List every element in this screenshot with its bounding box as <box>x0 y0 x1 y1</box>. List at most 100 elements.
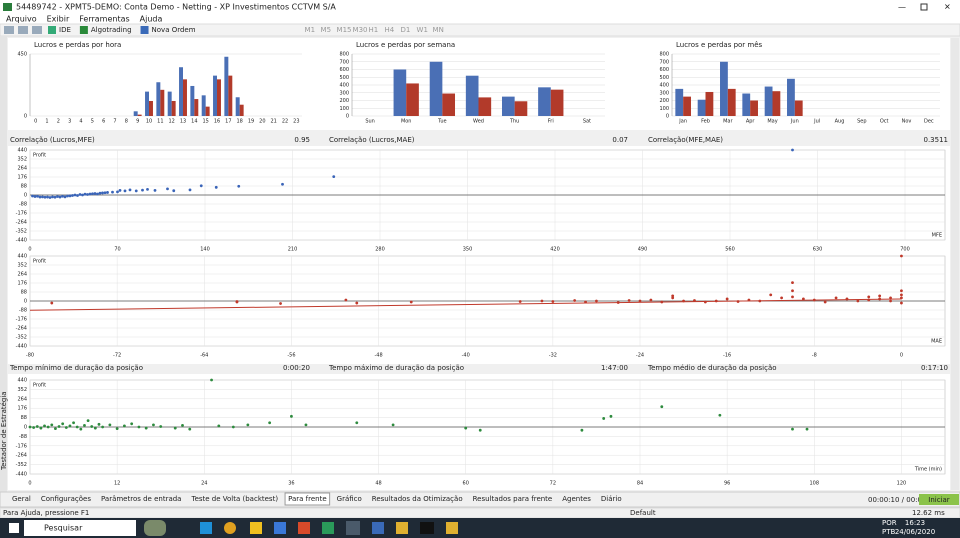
point <box>235 300 239 303</box>
point <box>355 421 359 425</box>
stat-value: 0:17:10 <box>921 364 948 372</box>
x-tick-label: Wed <box>473 119 484 125</box>
point <box>595 299 598 303</box>
scrollbar[interactable] <box>951 38 959 490</box>
x-tick-label: Feb <box>701 119 710 125</box>
tab-label[interactable]: Teste de Volta (backtest) <box>190 495 278 503</box>
timeframe[interactable]: M1 <box>305 26 316 34</box>
tool-icon[interactable] <box>18 26 28 34</box>
tab-label[interactable]: Agentes <box>562 495 591 503</box>
point <box>791 289 794 293</box>
tab[interactable] <box>284 492 331 506</box>
x-tick-label: Oct <box>880 119 889 125</box>
taskbar-icon[interactable] <box>144 520 166 536</box>
y-tick-label: -352 <box>16 335 27 341</box>
start-icon[interactable] <box>9 523 19 533</box>
start-button[interactable] <box>919 494 959 505</box>
bar <box>750 100 758 116</box>
tool-button[interactable]: Algotrading <box>91 26 132 34</box>
search-box[interactable] <box>24 520 136 536</box>
tool-icon[interactable] <box>32 26 42 34</box>
taskbar-icon[interactable] <box>200 522 212 534</box>
search-text[interactable]: Pesquisar <box>44 524 83 533</box>
status-latency: 12.62 ms <box>912 509 945 517</box>
point <box>72 421 75 425</box>
x-tick-label: Mar <box>723 119 733 125</box>
timeframe[interactable]: H1 <box>369 26 379 34</box>
menu-item[interactable]: Arquivo <box>6 15 37 24</box>
bar <box>183 79 187 116</box>
menu-item[interactable]: Ajuda <box>140 15 163 24</box>
bar <box>171 100 176 116</box>
timeframe[interactable]: D1 <box>401 26 411 34</box>
x-tick-label: Sun <box>365 119 375 125</box>
tab-label[interactable]: Para frente <box>288 495 327 503</box>
tab-label[interactable]: Resultados para frente <box>473 495 553 503</box>
tool-button[interactable]: Nova Ordem <box>152 26 196 34</box>
bar <box>228 75 233 116</box>
tab-label[interactable]: Gráfico <box>337 495 362 503</box>
tool-icon[interactable] <box>79 26 88 34</box>
x-tick-label: 18 <box>236 119 242 125</box>
x-tick-label: 2 <box>57 119 60 125</box>
x-tick-label: 20 <box>259 119 265 125</box>
bar <box>217 79 221 116</box>
y-tick-label: -352 <box>16 229 27 235</box>
y-tick-label: 88 <box>21 290 27 296</box>
stat-value: 0:00:20 <box>283 364 310 372</box>
point <box>31 194 34 198</box>
bar <box>727 88 736 116</box>
taskbar-icon[interactable] <box>396 522 408 534</box>
tool-button[interactable]: IDE <box>59 26 71 34</box>
status-help: Para Ajuda, pressione F1 <box>3 509 89 517</box>
taskbar-icon[interactable] <box>298 522 310 534</box>
x-tick-label: 350 <box>463 247 473 253</box>
taskbar-icon[interactable] <box>346 521 360 535</box>
taskbar-icon[interactable] <box>446 522 458 534</box>
tab-label[interactable]: Parâmetros de entrada <box>101 495 181 503</box>
timeframe[interactable]: M15 <box>337 26 352 34</box>
tool-icon[interactable] <box>140 26 149 34</box>
bar <box>429 61 443 116</box>
chart-title: Lucros e perdas por mês <box>676 41 763 49</box>
point <box>540 299 544 303</box>
point <box>217 424 221 428</box>
point <box>638 299 642 303</box>
x-axis-label: Time (min) <box>914 467 942 473</box>
timeframe[interactable]: W1 <box>417 26 428 34</box>
minimize[interactable]: — <box>898 3 906 12</box>
timeframe[interactable]: M30 <box>353 26 368 34</box>
x-tick-label: Apr <box>746 119 756 125</box>
timeframe[interactable]: M5 <box>321 26 332 34</box>
tab-label[interactable]: Diário <box>601 495 622 503</box>
timeframe[interactable]: MN <box>433 26 444 34</box>
taskbar-icon[interactable] <box>250 522 262 534</box>
tab-label[interactable]: Configurações <box>41 495 92 503</box>
taskbar-icon[interactable] <box>420 522 434 534</box>
lang: POR <box>882 519 897 527</box>
point <box>805 427 809 431</box>
tool-icon[interactable] <box>4 26 14 34</box>
y-tick-label: 600 <box>339 67 349 73</box>
maximize[interactable] <box>920 3 928 11</box>
side-label: Testador de Estratégia <box>0 391 8 471</box>
bar <box>675 88 684 116</box>
taskbar-icon[interactable] <box>372 522 384 534</box>
menu-item[interactable]: Ferramentas <box>79 15 129 24</box>
close[interactable]: ✕ <box>944 3 951 12</box>
y-tick-label: -440 <box>16 472 27 478</box>
timeframe[interactable]: H4 <box>385 26 395 34</box>
point <box>130 422 134 426</box>
taskbar-icon[interactable] <box>322 522 334 534</box>
taskbar-icon[interactable] <box>224 522 236 534</box>
y-tick-label: -264 <box>16 220 27 226</box>
point <box>409 300 413 304</box>
tool-icon[interactable] <box>48 26 56 34</box>
start-label[interactable]: Iniciar <box>928 496 950 504</box>
point <box>91 192 94 196</box>
menu-item[interactable]: Exibir <box>47 15 70 24</box>
tab-label[interactable]: Resultados da Otimização <box>372 495 463 503</box>
tab-label[interactable]: Geral <box>12 495 31 503</box>
taskbar-icon[interactable] <box>274 522 286 534</box>
y-tick-label: 88 <box>21 184 27 190</box>
